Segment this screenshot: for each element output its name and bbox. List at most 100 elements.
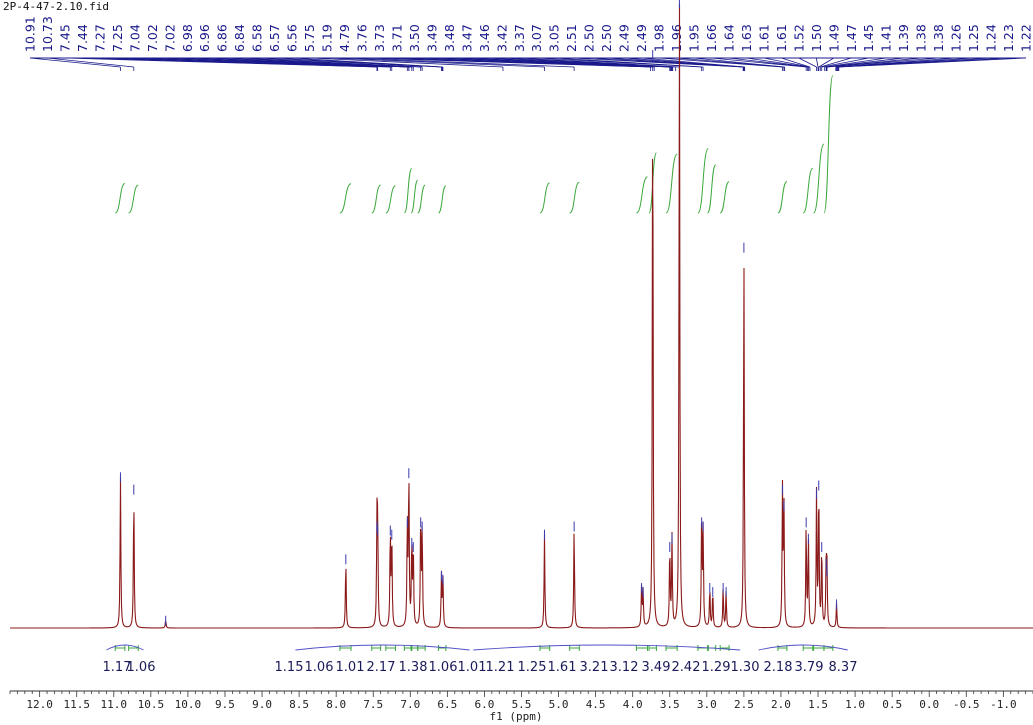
peak-label: 3.49 (424, 24, 439, 52)
peak-label: 1.38 (914, 24, 929, 52)
peak-label: 1.41 (879, 24, 894, 52)
peak-label: 1.52 (791, 24, 806, 52)
label-connector (838, 57, 1027, 68)
peak-label: 1.96 (669, 24, 684, 52)
peak-label: 2.49 (617, 24, 632, 52)
peak-label: 3.71 (389, 24, 404, 52)
integral-curve (417, 184, 426, 214)
peak-label: 3.76 (355, 24, 370, 52)
integral-curve (823, 74, 834, 214)
x-tick-label: 0.0 (919, 698, 939, 711)
integral-curve (128, 184, 139, 214)
integral-value: 1.29 (702, 660, 731, 675)
integral-value: 2.42 (672, 660, 701, 675)
label-connector (554, 57, 704, 68)
integral-value: 3.21 (580, 660, 609, 675)
integral-value: 1.15 (275, 660, 304, 675)
integral-curve (403, 167, 413, 214)
peak-label: 3.37 (512, 24, 527, 52)
integral-curve (385, 185, 396, 214)
integral-curve (777, 181, 788, 214)
peak-label: 4.79 (337, 24, 352, 52)
x-tick-label: 0.5 (882, 698, 902, 711)
peak-label: 1.24 (984, 24, 999, 52)
integral-value: 8.37 (829, 660, 858, 675)
label-connector (820, 57, 852, 68)
x-tick-label: 10.0 (175, 698, 202, 711)
peak-label: 6.56 (285, 24, 300, 52)
integral-value: 1.38 (399, 660, 428, 675)
peak-label: 10.91 (23, 16, 38, 52)
x-tick-label: 7.5 (363, 698, 383, 711)
integral-value: 2.18 (764, 660, 793, 675)
peak-label: 7.04 (127, 24, 142, 52)
label-connector (728, 57, 808, 68)
label-connector (798, 57, 817, 68)
peak-label: 3.46 (477, 24, 492, 52)
integral-value: 2.17 (367, 660, 396, 675)
label-connector (826, 57, 939, 68)
peak-label: 6.86 (215, 24, 230, 52)
x-tick-label: 2.0 (771, 698, 791, 711)
integral-value: 1.06 (305, 660, 334, 675)
integral-value: 1.01 (336, 660, 365, 675)
integral-curve (813, 143, 825, 214)
integral-curve (719, 181, 730, 214)
peak-label: 3.47 (459, 24, 474, 52)
x-tick-label: 7.0 (400, 698, 420, 711)
integral-value: 1.25 (518, 660, 547, 675)
spectrum-line (10, 4, 1033, 629)
peak-label: 1.25 (966, 24, 981, 52)
peak-label: 10.73 (40, 16, 55, 52)
peak-label: 3.48 (442, 24, 457, 52)
integral-value: 1.30 (731, 660, 760, 675)
label-connector (117, 57, 392, 68)
x-tick-label: 10.5 (138, 698, 165, 711)
peak-label: 6.96 (197, 24, 212, 52)
peak-label: 3.05 (547, 24, 562, 52)
x-tick-label: 4.5 (586, 698, 606, 711)
peak-label: 3.73 (372, 24, 387, 52)
integral-curve (539, 182, 551, 214)
peak-label: 1.26 (949, 24, 964, 52)
label-connector (29, 57, 121, 68)
peak-label: 7.45 (57, 24, 72, 52)
peak-label: 3.07 (529, 24, 544, 52)
peak-label: 2.51 (564, 24, 579, 52)
peak-label: 5.75 (302, 24, 317, 52)
label-connector (824, 57, 887, 68)
peak-label: 1.98 (652, 24, 667, 52)
integral-curve (665, 153, 678, 214)
x-tick-label: 8.5 (289, 698, 309, 711)
peak-label: 7.25 (110, 24, 125, 52)
peak-label: 5.19 (320, 24, 335, 52)
x-tick-label: 4.0 (623, 698, 643, 711)
x-tick-label: 9.5 (215, 698, 235, 711)
spectrum-group (10, 0, 1033, 629)
label-connector (818, 57, 834, 68)
peak-label: 1.95 (687, 24, 702, 52)
x-axis-label: f1 (ppm) (490, 710, 543, 723)
integral-curve (569, 181, 580, 214)
peak-label: 7.02 (162, 24, 177, 52)
peak-label: 1.22 (1019, 24, 1033, 52)
x-tick-label: 8.0 (326, 698, 346, 711)
peak-label-group: 10.91 10.73 7.45 7.44 7.27 7.25 7.04 7.02 7.02 6.… (23, 16, 1033, 71)
peak-label: 3.50 (407, 24, 422, 52)
label-connector (396, 57, 655, 68)
peak-label: 2.49 (634, 24, 649, 52)
x-tick-label: -1.0 (990, 698, 1017, 711)
label-connector (693, 57, 785, 68)
label-connector (641, 57, 745, 68)
integral-curve (437, 185, 447, 214)
label-connector (309, 57, 503, 68)
x-tick-label: 5.0 (549, 698, 569, 711)
label-connector (781, 57, 810, 68)
integral-value: 1.61 (548, 660, 577, 675)
label-connector (711, 57, 807, 68)
label-connector (746, 57, 809, 68)
label-connector (344, 57, 575, 68)
peak-label: 1.45 (861, 24, 876, 52)
peak-label: 1.63 (739, 24, 754, 52)
integral-value: 3.49 (642, 660, 671, 675)
